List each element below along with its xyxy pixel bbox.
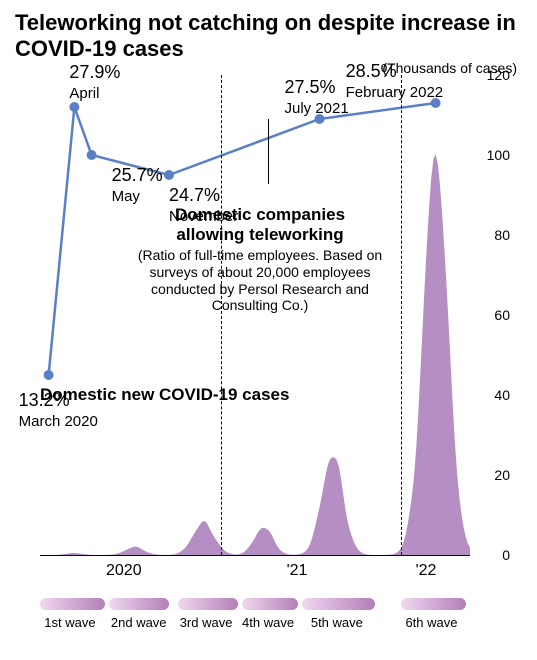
y-tick: 40 [494,387,510,403]
line-point-label: 27.5%July 2021 [285,77,349,118]
wave-indicator [242,598,298,610]
y-tick: 60 [494,307,510,323]
wave-label: 5th wave [311,615,363,630]
x-year-label: '22 [416,562,437,580]
chart-container: Teleworking not catching on despite incr… [0,0,537,660]
telework-line [40,75,470,555]
wave-indicator [40,598,105,610]
wave-indicator [178,598,238,610]
wave-indicator [109,598,169,610]
wave-label: 2nd wave [111,615,167,630]
wave-indicator [401,598,466,610]
wave-label: 3rd wave [180,615,233,630]
y-tick: 120 [487,67,510,83]
y-tick: 100 [487,147,510,163]
y-tick: 20 [494,467,510,483]
line-series-title: Domestic companies allowing teleworking [150,205,370,244]
wave-indicator [302,598,375,610]
line-point-label: 28.5%February 2022 [346,61,444,102]
y-tick: 0 [502,547,510,563]
line-series-subtitle: (Ratio of full-time employees. Based on … [120,247,400,314]
wave-label: 1st wave [44,615,95,630]
line-point-label: 27.9%April [69,62,120,103]
x-year-label: '21 [287,562,308,580]
chart-plot-area: 02040608010012013.2%March 202027.9%April… [40,75,470,555]
wave-label: 6th wave [405,615,457,630]
wave-label: 4th wave [242,615,294,630]
x-year-label: 2020 [106,562,142,580]
line-point-label: 25.7%May [112,165,163,206]
area-series-title: Domestic new COVID-19 cases [40,385,289,405]
chart-title: Teleworking not catching on despite incr… [15,10,522,63]
y-tick: 80 [494,227,510,243]
